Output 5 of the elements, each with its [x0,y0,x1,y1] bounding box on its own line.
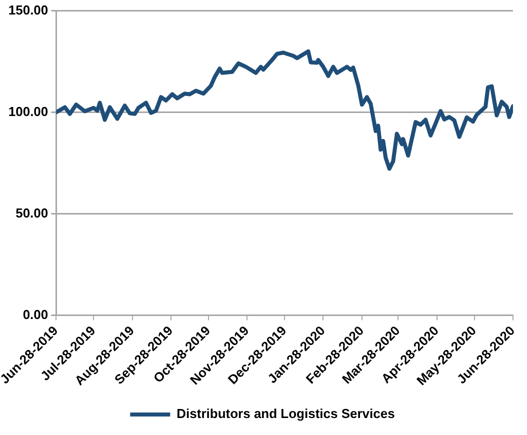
y-tick-label: 50.00 [16,205,48,220]
y-tick-label: 0.00 [22,306,48,322]
y-tick-label: 150.00 [8,2,48,18]
y-tick-label: 100.00 [8,104,48,119]
legend-label: Distributors and Logistics Services [176,406,395,422]
